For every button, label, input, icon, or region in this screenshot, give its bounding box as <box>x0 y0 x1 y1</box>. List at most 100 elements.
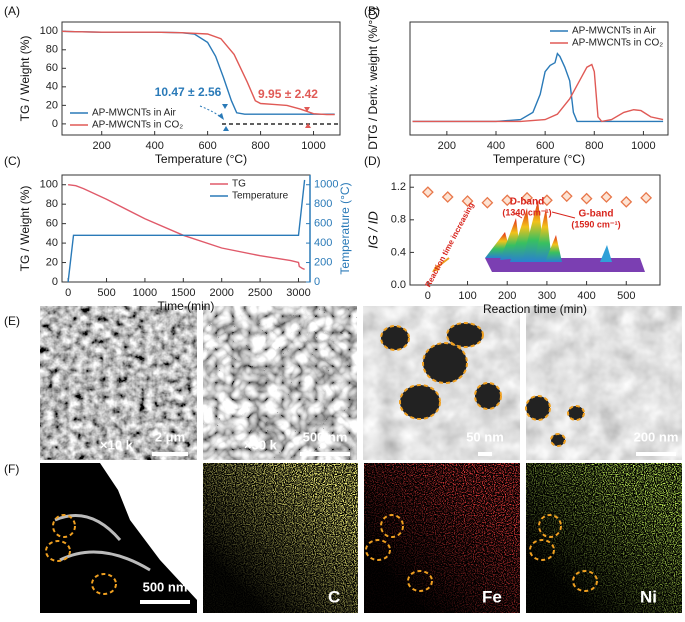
y2-tick-label: 400 <box>314 237 332 249</box>
x-tick-label: 400 <box>577 290 595 302</box>
scatter-point <box>441 191 454 203</box>
scale-bar-label: 500 nm <box>303 429 348 444</box>
annotation: 10.47 ± 2.56 <box>155 85 222 99</box>
scatter-point <box>620 195 633 208</box>
panel-label: (A) <box>4 4 20 18</box>
plot-frame <box>61 21 341 136</box>
legend-label: TG <box>232 179 246 190</box>
scatter-point <box>521 191 533 204</box>
eds-image <box>40 463 682 613</box>
plot-frame <box>409 174 661 286</box>
x-tick-label: 500 <box>97 287 115 299</box>
series-line <box>412 52 664 123</box>
y-tick-label: 0.0 <box>391 279 406 291</box>
x-axis-label: Temperature (°C) <box>155 152 247 166</box>
x-tick-label: 200 <box>498 290 516 302</box>
x-axis-label: Time (min) <box>158 299 215 313</box>
x-tick-label: 600 <box>198 140 216 152</box>
scatter-point <box>501 194 514 207</box>
y-tick-label: 100 <box>40 179 58 191</box>
scale-bar-label: 200 nm <box>634 429 679 444</box>
panel-label: (E) <box>4 314 20 328</box>
legend-label: AP-MWCNTs in CO₂ <box>572 38 663 49</box>
scatter-point <box>580 192 593 205</box>
y-tick-label: 0 <box>52 118 58 130</box>
x-axis-label: Temperature (°C) <box>493 152 585 166</box>
panel-label: (F) <box>4 462 19 476</box>
scale-bar-label: 500 nm <box>143 579 188 594</box>
annotation: 9.95 ± 2.42 <box>258 87 318 101</box>
scatter-point <box>481 196 494 209</box>
y-axis-label: DTG / Deriv. weight (%/°C) <box>366 7 380 150</box>
y-tick-label: 20 <box>46 256 58 268</box>
element-label: C <box>328 587 340 606</box>
decoration <box>199 104 338 131</box>
scale-bar-label: 50 nm <box>466 429 504 444</box>
scatter-point <box>560 190 573 203</box>
x-tick-label: 400 <box>145 140 163 152</box>
x-tick-label: 1500 <box>171 287 195 299</box>
x-tick-label: 1000 <box>631 140 655 152</box>
scatter-point <box>461 195 474 207</box>
scatter-point <box>421 186 434 199</box>
x-tick-label: 1000 <box>301 140 325 152</box>
x-tick-label: 600 <box>536 140 554 152</box>
y-tick-label: 0.4 <box>391 246 406 258</box>
element-label: Fe <box>482 587 502 606</box>
y-axis-label: TG / Weight (%) <box>18 36 32 122</box>
y-tick-label: 100 <box>40 25 58 37</box>
sem-image <box>40 306 682 460</box>
y-tick-label: 80 <box>46 198 58 210</box>
y2-tick-label: 600 <box>314 218 332 230</box>
series-line <box>412 63 664 123</box>
series-line <box>61 30 335 116</box>
scatter-point <box>640 191 653 204</box>
legend-label: Temperature <box>232 191 289 202</box>
y-tick-label: 60 <box>46 62 58 74</box>
magnification: ×50 k <box>244 437 278 452</box>
panel-label: (C) <box>4 154 21 168</box>
x-tick-label: 100 <box>458 290 476 302</box>
y2-tick-label: 800 <box>314 198 332 210</box>
x-tick-label: 300 <box>538 290 556 302</box>
legend-label: AP-MWCNTs in Air <box>92 108 177 119</box>
scatter-point <box>540 194 553 207</box>
x-tick-label: 800 <box>585 140 603 152</box>
x-tick-label: 200 <box>438 140 456 152</box>
y-tick-label: 40 <box>46 81 58 93</box>
x-tick-label: 3000 <box>286 287 310 299</box>
x-tick-label: 0 <box>425 290 431 302</box>
y2-tick-label: 1000 <box>314 179 338 191</box>
y-axis-label: IG / ID <box>365 211 380 249</box>
legend-label: AP-MWCNTs in Air <box>572 26 657 37</box>
y-tick-label: 60 <box>46 218 58 230</box>
x-tick-label: 2500 <box>248 287 272 299</box>
y-tick-label: 20 <box>46 99 58 111</box>
y2-axis-label: Temperature (°C) <box>338 182 352 274</box>
y2-tick-label: 0 <box>314 276 320 288</box>
x-tick-label: 800 <box>251 140 269 152</box>
y-tick-label: 1.2 <box>391 181 406 193</box>
raman-surface <box>432 200 645 272</box>
annotation: (1340 cm⁻¹) <box>502 207 551 217</box>
x-tick-label: 1000 <box>133 287 157 299</box>
scatter-point <box>600 191 613 203</box>
x-tick-label: 2000 <box>209 287 233 299</box>
scale-bar-label: 2 μm <box>155 429 185 444</box>
panel-label: (B) <box>364 4 380 18</box>
annotation: (1590 cm⁻¹) <box>571 219 620 229</box>
plot-frame <box>409 21 669 136</box>
legend-label: AP-MWCNTs in CO₂ <box>92 120 183 131</box>
series-line <box>68 184 305 271</box>
y-axis-label: TG / Weight (%) <box>18 186 32 272</box>
y-tick-label: 80 <box>46 44 58 56</box>
magnification: ×10 k <box>100 437 134 452</box>
y-tick-label: 0 <box>52 276 58 288</box>
x-tick-label: 400 <box>487 140 505 152</box>
panel-label: (D) <box>364 154 381 168</box>
x-tick-label: 200 <box>93 140 111 152</box>
y-tick-label: 0.8 <box>391 214 406 226</box>
annotation: Reaction time increasing <box>423 201 475 289</box>
